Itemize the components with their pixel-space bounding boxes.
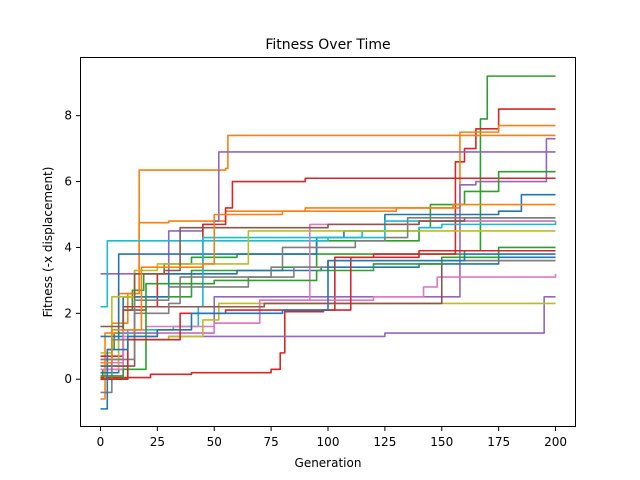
series-line-22 <box>100 246 556 377</box>
x-tick-label: 175 <box>487 435 510 449</box>
x-axis: 0 25 50 75 100 125 150 175 200 <box>97 427 567 449</box>
y-tick-label: 2 <box>64 306 72 320</box>
series-line-21 <box>100 259 556 394</box>
x-tick-label: 125 <box>373 435 396 449</box>
x-tick-label: 200 <box>544 435 567 449</box>
x-axis-label: Generation <box>295 456 362 470</box>
y-axis: 0 2 4 6 8 <box>64 109 80 386</box>
y-tick-label: 6 <box>64 175 72 189</box>
series-line-24 <box>100 253 556 410</box>
series-line-4 <box>100 124 556 364</box>
x-tick-label: 150 <box>430 435 453 449</box>
x-tick-label: 0 <box>97 435 105 449</box>
plot-frame <box>80 57 576 427</box>
x-tick-label: 50 <box>207 435 222 449</box>
series-layer <box>100 75 557 410</box>
series-line-23 <box>100 249 556 381</box>
x-tick-label: 75 <box>263 435 278 449</box>
series-line-25 <box>100 203 556 364</box>
x-tick-label: 100 <box>317 435 340 449</box>
x-tick-label: 25 <box>150 435 165 449</box>
y-tick-label: 4 <box>64 240 72 254</box>
series-line-20 <box>100 216 556 361</box>
series-line-19 <box>100 259 556 328</box>
series-line-14 <box>100 230 556 354</box>
y-axis-label: Fitness (-x displacement) <box>41 167 55 318</box>
y-tick-label: 0 <box>64 372 72 386</box>
series-line-18 <box>100 216 556 367</box>
chart-title: Fitness Over Time <box>265 37 390 53</box>
y-tick-label: 8 <box>64 109 72 123</box>
